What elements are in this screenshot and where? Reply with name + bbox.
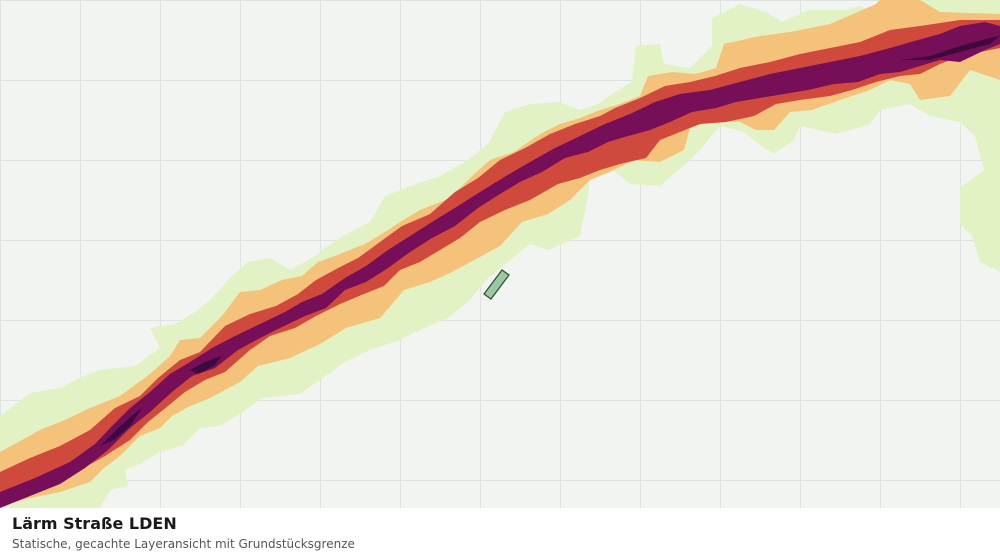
property-parcel[interactable] <box>483 269 510 300</box>
noise-contours <box>0 0 1000 508</box>
layer-subtitle: Statische, gecachte Layeransicht mit Gru… <box>12 537 355 551</box>
noise-band-4 <box>0 22 1000 508</box>
property-boundary[interactable] <box>483 269 510 300</box>
noise-map[interactable] <box>0 0 1000 508</box>
noise-core-2 <box>190 356 222 374</box>
noise-core-3 <box>900 36 1000 60</box>
noise-band-2 <box>0 0 1000 506</box>
noise-core-1 <box>100 408 142 446</box>
layer-title: Lärm Straße LDEN <box>12 514 177 533</box>
noise-map-canvas[interactable] <box>0 0 1000 508</box>
layer-caption: Lärm Straße LDEN Statische, gecachte Lay… <box>0 508 1000 560</box>
